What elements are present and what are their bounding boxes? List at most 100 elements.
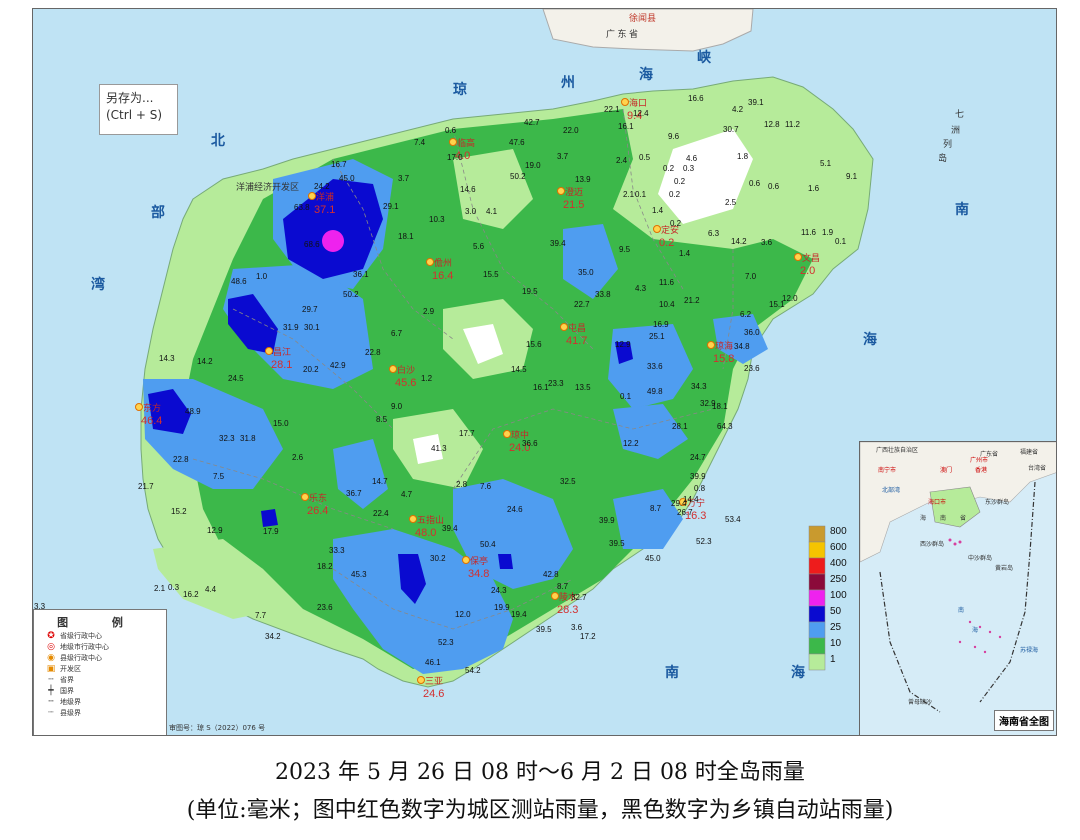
inset-guangdong: 广东省	[980, 450, 998, 458]
station-rainfall-value: 7.4	[414, 138, 426, 147]
station-rainfall-value: 48.9	[185, 407, 201, 416]
station-rainfall-value: 1.8	[737, 152, 749, 161]
station-rainfall-value: 25.1	[649, 332, 665, 341]
station-rainfall-value: 28.1	[672, 422, 688, 431]
station-rainfall-value: 3.3	[34, 602, 46, 611]
station-rainfall-value: 36.7	[346, 489, 362, 498]
city-name: 万宁	[687, 497, 705, 508]
city-rainfall-value: 15.8	[713, 353, 734, 365]
sea-label-qiong: 琼	[453, 81, 467, 98]
city-name: 澄迈	[565, 186, 583, 197]
prefecture-border-icon: ╌	[48, 696, 54, 707]
station-rainfall-value: 4.1	[486, 207, 498, 216]
city-name: 五指山	[417, 514, 444, 525]
county-center-icon	[560, 323, 568, 331]
city-rainfall-value: 16.4	[432, 270, 453, 282]
station-rainfall-value: 22.1	[604, 105, 620, 114]
scale-label: 100	[830, 590, 847, 601]
station-rainfall-value: 52.3	[696, 537, 712, 546]
station-rainfall-value: 30.2	[430, 554, 446, 563]
station-rainfall-value: 14.2	[731, 237, 747, 246]
inset-haikou: 海口市	[928, 498, 946, 506]
county-center-icon	[308, 192, 316, 200]
legend-item: 县级界	[60, 708, 81, 717]
station-rainfall-value: 39.4	[442, 524, 458, 533]
station-rainfall-value: 4.3	[635, 284, 647, 293]
station-rainfall-value: 8.7	[557, 582, 569, 591]
save-as-popup[interactable]: 另存为... (Ctrl + S)	[99, 84, 178, 135]
qizhou-1: 七	[955, 109, 964, 119]
station-rainfall-value: 16.1	[533, 383, 549, 392]
city-name: 屯昌	[568, 322, 586, 333]
station-rainfall-value: 13.9	[575, 175, 591, 184]
station-rainfall-value: 7.0	[745, 272, 757, 281]
city-rainfall-value: 45.6	[395, 377, 416, 389]
city-name: 东方	[143, 402, 161, 413]
city-marker: 白沙 45.6	[389, 364, 416, 389]
city-marker: 五指山 48.0	[409, 514, 444, 539]
station-rainfall-value: 10.3	[429, 215, 445, 224]
inset-zhongsha: 中沙群岛	[968, 554, 992, 562]
map-legend: 图 例 ✪ 省级行政中心 ◎ 地级市行政中心 ◉ 县级行政中心 ▣ 开发区 ┄ 省界 ┿ 国…	[33, 609, 167, 735]
station-rainfall-value: 17.9	[263, 527, 279, 536]
station-rainfall-value: 30.7	[723, 125, 739, 134]
dev-zone-icon: ▣	[46, 663, 56, 674]
station-rainfall-value: 22.8	[365, 348, 381, 357]
legend-item: 省级行政中心	[60, 631, 102, 640]
inset-zengmu: 曾母暗沙	[908, 698, 932, 706]
station-rainfall-value: 33.3	[329, 546, 345, 555]
qizhou-2: 洲	[951, 125, 960, 135]
station-rainfall-value: 32.3	[219, 434, 235, 443]
station-rainfall-value: 24.3	[491, 586, 507, 595]
legend-item: 开发区	[60, 664, 81, 673]
station-rainfall-value: 39.5	[609, 539, 625, 548]
sea-label-hai1: 海	[863, 331, 877, 348]
caption-subtitle: (单位:毫米；图中红色数字为城区测站雨量，黑色数字为乡镇自动站雨量)	[186, 798, 894, 823]
station-rainfall-value: 42.8	[543, 570, 559, 579]
county-center-icon	[679, 498, 687, 506]
station-rainfall-value: 9.6	[668, 132, 680, 141]
station-rainfall-value: 53.4	[725, 515, 741, 524]
station-rainfall-value: 4.4	[205, 585, 217, 594]
station-rainfall-value: 15.0	[273, 419, 289, 428]
station-rainfall-value: 2.6	[292, 453, 304, 462]
review-number: 审图号：琼 S（2022）076 号	[169, 724, 266, 732]
station-rainfall-value: 7.5	[213, 472, 225, 481]
station-rainfall-value: 0.1	[635, 190, 647, 199]
station-rainfall-value: 9.0	[391, 402, 403, 411]
station-rainfall-value: 6.3	[708, 229, 720, 238]
station-rainfall-value: 3.6	[571, 623, 583, 632]
station-rainfall-value: 8.7	[650, 504, 662, 513]
inset-taiwan: 台湾省	[1028, 464, 1046, 472]
city-name: 定安	[661, 224, 679, 235]
scale-swatch	[808, 573, 826, 591]
save-as-label: 另存为...	[106, 91, 154, 105]
county-center-icon	[557, 187, 565, 195]
station-rainfall-value: 19.0	[525, 161, 541, 170]
city-rainfall-value: 48.0	[415, 527, 436, 539]
station-rainfall-value: 2.4	[616, 156, 628, 165]
county-center-icon	[301, 493, 309, 501]
legend-heading: 图 例	[57, 616, 143, 629]
city-marker: 屯昌 41.7	[560, 322, 587, 347]
inset-fujian: 福建省	[1020, 448, 1038, 456]
scale-swatch	[808, 589, 826, 607]
station-rainfall-value: 0.1	[620, 392, 632, 401]
station-rainfall-value: 52.3	[438, 638, 454, 647]
station-rainfall-value: 2.1	[154, 584, 166, 593]
city-marker: 昌江 28.1	[265, 347, 292, 371]
region-guangdong: 广 东 省	[606, 28, 638, 39]
station-rainfall-value: 35.0	[578, 268, 594, 277]
city-rainfall-value: 26.4	[307, 505, 328, 517]
station-rainfall-value: 39.4	[550, 239, 566, 248]
station-rainfall-value: 63.8	[294, 203, 310, 212]
city-marker: 澄迈 21.5	[557, 186, 584, 211]
save-shortcut-label: (Ctrl + S)	[106, 108, 163, 122]
station-rainfall-value: 9.1	[846, 172, 858, 181]
city-name: 临高	[457, 137, 475, 148]
station-rainfall-value: 20.2	[303, 365, 319, 374]
city-rainfall-value: 28.3	[557, 604, 578, 616]
city-rainfall-value: 37.1	[314, 204, 335, 216]
station-rainfall-value: 34.8	[734, 342, 750, 351]
station-rainfall-value: 0.1	[835, 237, 847, 246]
